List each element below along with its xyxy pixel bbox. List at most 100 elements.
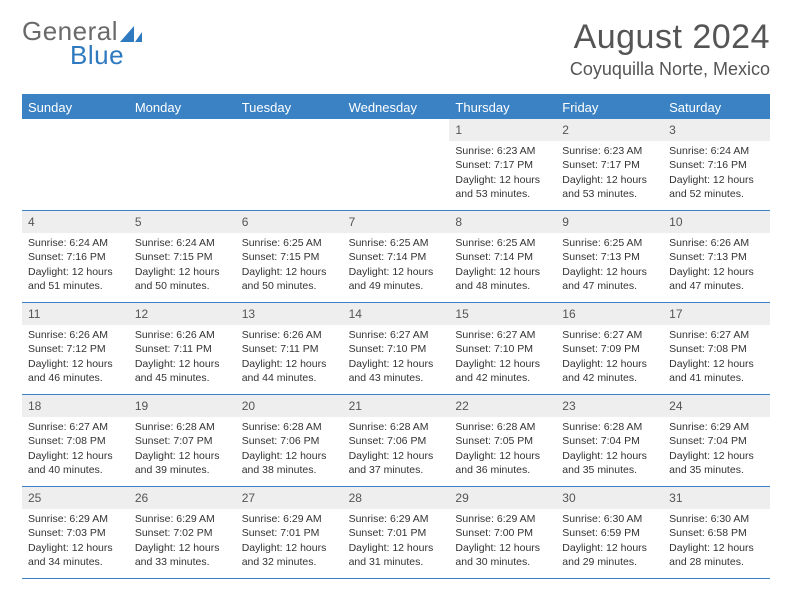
daylight-line: Daylight: 12 hours and 44 minutes. bbox=[242, 357, 337, 385]
sunset-line: Sunset: 7:00 PM bbox=[455, 526, 550, 540]
day-number: 31 bbox=[663, 487, 770, 509]
day-body: Sunrise: 6:30 AMSunset: 6:59 PMDaylight:… bbox=[556, 509, 663, 574]
day-number: 23 bbox=[556, 395, 663, 417]
sunrise-line: Sunrise: 6:26 AM bbox=[242, 328, 337, 342]
sunrise-line: Sunrise: 6:26 AM bbox=[669, 236, 764, 250]
day-cell: 27Sunrise: 6:29 AMSunset: 7:01 PMDayligh… bbox=[236, 487, 343, 579]
sunset-line: Sunset: 7:17 PM bbox=[562, 158, 657, 172]
sunrise-line: Sunrise: 6:29 AM bbox=[28, 512, 123, 526]
day-cell: 26Sunrise: 6:29 AMSunset: 7:02 PMDayligh… bbox=[129, 487, 236, 579]
day-number: 14 bbox=[343, 303, 450, 325]
day-cell: 24Sunrise: 6:29 AMSunset: 7:04 PMDayligh… bbox=[663, 395, 770, 487]
day-cell: 23Sunrise: 6:28 AMSunset: 7:04 PMDayligh… bbox=[556, 395, 663, 487]
day-body: Sunrise: 6:24 AMSunset: 7:16 PMDaylight:… bbox=[663, 141, 770, 206]
sunrise-line: Sunrise: 6:29 AM bbox=[242, 512, 337, 526]
title-block: August 2024 Coyuquilla Norte, Mexico bbox=[570, 18, 770, 80]
day-number: 3 bbox=[663, 119, 770, 141]
sunset-line: Sunset: 7:01 PM bbox=[349, 526, 444, 540]
daylight-line: Daylight: 12 hours and 50 minutes. bbox=[242, 265, 337, 293]
sunrise-line: Sunrise: 6:23 AM bbox=[455, 144, 550, 158]
sunrise-line: Sunrise: 6:28 AM bbox=[135, 420, 230, 434]
day-body: Sunrise: 6:25 AMSunset: 7:14 PMDaylight:… bbox=[343, 233, 450, 298]
sunrise-line: Sunrise: 6:28 AM bbox=[242, 420, 337, 434]
day-number: 16 bbox=[556, 303, 663, 325]
sunrise-line: Sunrise: 6:28 AM bbox=[562, 420, 657, 434]
day-number: 6 bbox=[236, 211, 343, 233]
sunrise-line: Sunrise: 6:30 AM bbox=[562, 512, 657, 526]
logo-word-2: Blue bbox=[70, 42, 144, 68]
day-cell: 4Sunrise: 6:24 AMSunset: 7:16 PMDaylight… bbox=[22, 211, 129, 303]
day-number: 26 bbox=[129, 487, 236, 509]
day-body: Sunrise: 6:25 AMSunset: 7:15 PMDaylight:… bbox=[236, 233, 343, 298]
empty-cell bbox=[236, 119, 343, 211]
day-body: Sunrise: 6:26 AMSunset: 7:12 PMDaylight:… bbox=[22, 325, 129, 390]
day-cell: 21Sunrise: 6:28 AMSunset: 7:06 PMDayligh… bbox=[343, 395, 450, 487]
daylight-line: Daylight: 12 hours and 52 minutes. bbox=[669, 173, 764, 201]
day-cell: 25Sunrise: 6:29 AMSunset: 7:03 PMDayligh… bbox=[22, 487, 129, 579]
day-number: 18 bbox=[22, 395, 129, 417]
day-body: Sunrise: 6:30 AMSunset: 6:58 PMDaylight:… bbox=[663, 509, 770, 574]
daylight-line: Daylight: 12 hours and 36 minutes. bbox=[455, 449, 550, 477]
sunset-line: Sunset: 6:59 PM bbox=[562, 526, 657, 540]
day-body: Sunrise: 6:29 AMSunset: 7:03 PMDaylight:… bbox=[22, 509, 129, 574]
dow-header: Wednesday bbox=[343, 96, 450, 119]
day-cell: 18Sunrise: 6:27 AMSunset: 7:08 PMDayligh… bbox=[22, 395, 129, 487]
calendar-grid: SundayMondayTuesdayWednesdayThursdayFrid… bbox=[22, 94, 770, 579]
sunset-line: Sunset: 7:15 PM bbox=[135, 250, 230, 264]
sunrise-line: Sunrise: 6:25 AM bbox=[562, 236, 657, 250]
daylight-line: Daylight: 12 hours and 48 minutes. bbox=[455, 265, 550, 293]
day-body: Sunrise: 6:26 AMSunset: 7:13 PMDaylight:… bbox=[663, 233, 770, 298]
daylight-line: Daylight: 12 hours and 45 minutes. bbox=[135, 357, 230, 385]
day-body: Sunrise: 6:28 AMSunset: 7:07 PMDaylight:… bbox=[129, 417, 236, 482]
daylight-line: Daylight: 12 hours and 41 minutes. bbox=[669, 357, 764, 385]
dow-header: Friday bbox=[556, 96, 663, 119]
daylight-line: Daylight: 12 hours and 42 minutes. bbox=[455, 357, 550, 385]
day-body: Sunrise: 6:28 AMSunset: 7:05 PMDaylight:… bbox=[449, 417, 556, 482]
daylight-line: Daylight: 12 hours and 43 minutes. bbox=[349, 357, 444, 385]
daylight-line: Daylight: 12 hours and 38 minutes. bbox=[242, 449, 337, 477]
day-cell: 10Sunrise: 6:26 AMSunset: 7:13 PMDayligh… bbox=[663, 211, 770, 303]
day-number: 2 bbox=[556, 119, 663, 141]
daylight-line: Daylight: 12 hours and 42 minutes. bbox=[562, 357, 657, 385]
day-number: 19 bbox=[129, 395, 236, 417]
daylight-line: Daylight: 12 hours and 31 minutes. bbox=[349, 541, 444, 569]
day-number: 5 bbox=[129, 211, 236, 233]
day-cell: 16Sunrise: 6:27 AMSunset: 7:09 PMDayligh… bbox=[556, 303, 663, 395]
sunset-line: Sunset: 7:03 PM bbox=[28, 526, 123, 540]
day-cell: 13Sunrise: 6:26 AMSunset: 7:11 PMDayligh… bbox=[236, 303, 343, 395]
sunset-line: Sunset: 7:14 PM bbox=[349, 250, 444, 264]
sunset-line: Sunset: 7:14 PM bbox=[455, 250, 550, 264]
sunrise-line: Sunrise: 6:26 AM bbox=[28, 328, 123, 342]
day-body: Sunrise: 6:23 AMSunset: 7:17 PMDaylight:… bbox=[449, 141, 556, 206]
sunset-line: Sunset: 7:16 PM bbox=[669, 158, 764, 172]
daylight-line: Daylight: 12 hours and 35 minutes. bbox=[669, 449, 764, 477]
sunrise-line: Sunrise: 6:25 AM bbox=[455, 236, 550, 250]
day-number: 9 bbox=[556, 211, 663, 233]
day-number: 8 bbox=[449, 211, 556, 233]
sunrise-line: Sunrise: 6:30 AM bbox=[669, 512, 764, 526]
daylight-line: Daylight: 12 hours and 29 minutes. bbox=[562, 541, 657, 569]
sunrise-line: Sunrise: 6:27 AM bbox=[562, 328, 657, 342]
logo: GeneralBlue bbox=[22, 18, 144, 68]
sunset-line: Sunset: 7:10 PM bbox=[349, 342, 444, 356]
day-body: Sunrise: 6:24 AMSunset: 7:15 PMDaylight:… bbox=[129, 233, 236, 298]
daylight-line: Daylight: 12 hours and 30 minutes. bbox=[455, 541, 550, 569]
daylight-line: Daylight: 12 hours and 53 minutes. bbox=[455, 173, 550, 201]
day-body: Sunrise: 6:25 AMSunset: 7:13 PMDaylight:… bbox=[556, 233, 663, 298]
dow-header: Saturday bbox=[663, 96, 770, 119]
day-body: Sunrise: 6:27 AMSunset: 7:10 PMDaylight:… bbox=[343, 325, 450, 390]
daylight-line: Daylight: 12 hours and 32 minutes. bbox=[242, 541, 337, 569]
daylight-line: Daylight: 12 hours and 51 minutes. bbox=[28, 265, 123, 293]
dow-header: Thursday bbox=[449, 96, 556, 119]
day-number: 20 bbox=[236, 395, 343, 417]
sunset-line: Sunset: 7:15 PM bbox=[242, 250, 337, 264]
day-number: 29 bbox=[449, 487, 556, 509]
sunrise-line: Sunrise: 6:27 AM bbox=[669, 328, 764, 342]
empty-cell bbox=[22, 119, 129, 211]
day-body: Sunrise: 6:29 AMSunset: 7:01 PMDaylight:… bbox=[343, 509, 450, 574]
day-number: 11 bbox=[22, 303, 129, 325]
sunset-line: Sunset: 7:05 PM bbox=[455, 434, 550, 448]
day-cell: 2Sunrise: 6:23 AMSunset: 7:17 PMDaylight… bbox=[556, 119, 663, 211]
day-body: Sunrise: 6:27 AMSunset: 7:10 PMDaylight:… bbox=[449, 325, 556, 390]
day-body: Sunrise: 6:29 AMSunset: 7:01 PMDaylight:… bbox=[236, 509, 343, 574]
